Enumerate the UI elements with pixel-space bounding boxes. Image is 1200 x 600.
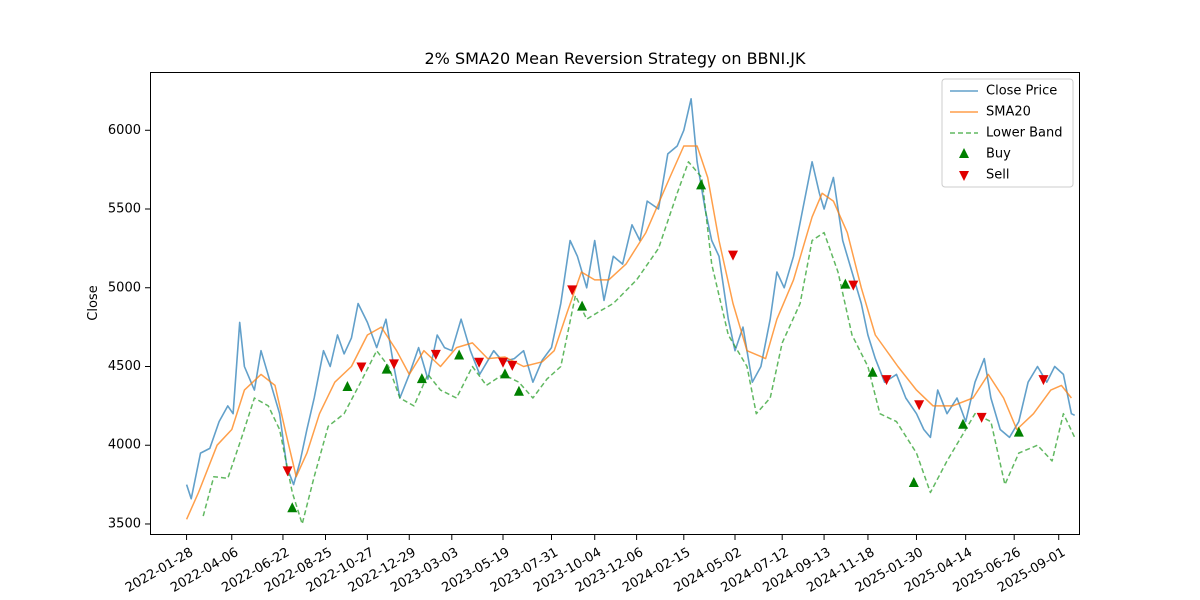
- plot-frame: [150, 72, 1080, 535]
- sell-marker: [282, 466, 293, 477]
- legend-box: [941, 78, 1074, 188]
- buy-marker: [696, 179, 707, 190]
- legend-label: Sell: [986, 168, 1009, 183]
- buy-marker: [1013, 426, 1024, 437]
- series-line-lower-band: [202, 161, 1076, 525]
- sell-marker: [388, 359, 399, 370]
- legend-label: Buy: [986, 147, 1011, 162]
- y-tick-label: 5000: [108, 280, 141, 295]
- legend-label: Lower Band: [986, 126, 1062, 141]
- buy-marker: [840, 278, 851, 289]
- buy-marker: [513, 385, 524, 396]
- buy-marker: [499, 368, 510, 379]
- legend-label: Close Price: [986, 84, 1057, 99]
- sell-marker: [497, 357, 508, 368]
- buy-marker: [287, 502, 298, 513]
- sell-marker: [507, 360, 518, 371]
- sell-marker: [848, 280, 859, 291]
- sell-marker: [976, 412, 987, 423]
- y-tick-label: 5500: [108, 202, 141, 217]
- sell-marker: [881, 375, 892, 386]
- buy-marker: [908, 477, 919, 488]
- buy-marker: [381, 363, 392, 374]
- buy-marker: [416, 373, 427, 384]
- y-tick-label: 4000: [108, 438, 141, 453]
- buy-marker: [454, 349, 465, 360]
- legend-sell-marker: [959, 171, 969, 181]
- series-line-sma20: [185, 145, 1072, 520]
- buy-marker: [958, 418, 969, 429]
- y-axis: 3500 4000 4500 5000 5500 6000: [108, 123, 150, 531]
- legend-label: SMA20: [986, 105, 1031, 120]
- sell-marker: [474, 357, 485, 368]
- sell-marker: [914, 400, 925, 411]
- sell-marker: [356, 362, 367, 373]
- sell-marker: [727, 250, 738, 261]
- signal-layer: [282, 179, 1049, 513]
- sell-marker: [1038, 375, 1049, 386]
- chart-title: 2% SMA20 Mean Reversion Strategy on BBNI…: [424, 49, 806, 68]
- buy-marker: [867, 366, 878, 377]
- sell-marker: [430, 349, 441, 360]
- y-tick-label: 6000: [108, 123, 141, 138]
- legend: Close Price SMA20 Lower Band Buy Sell: [941, 78, 1074, 188]
- buy-marker: [342, 380, 353, 391]
- buy-marker: [577, 300, 588, 311]
- series-layer: [185, 98, 1076, 525]
- y-axis-label: Close: [86, 285, 101, 320]
- y-tick-label: 3500: [108, 516, 141, 531]
- sell-marker: [567, 285, 578, 296]
- legend-buy-marker: [959, 148, 969, 158]
- series-line-close-price: [185, 98, 1076, 500]
- y-tick-label: 4500: [108, 359, 141, 374]
